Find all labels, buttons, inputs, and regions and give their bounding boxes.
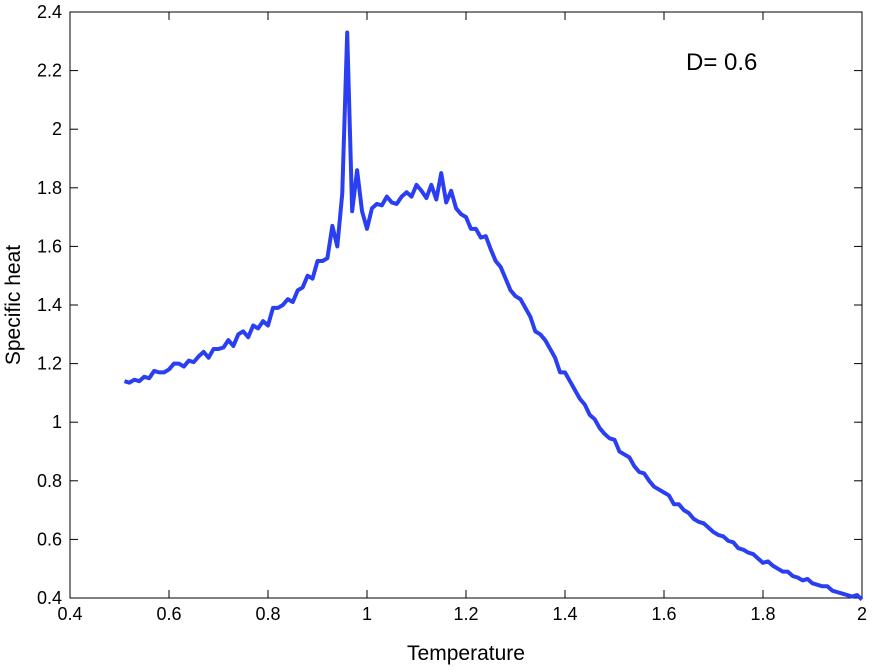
annotation: D= 0.6	[686, 49, 757, 76]
y-tick-label: 1.2	[37, 354, 62, 374]
x-tick-label: 0.8	[255, 604, 280, 624]
y-tick-label: 0.8	[37, 471, 62, 491]
y-tick-label: 1.4	[37, 295, 62, 315]
x-tick-label: 1.4	[552, 604, 577, 624]
y-tick-label: 2.2	[37, 61, 62, 81]
x-tick-label: 1	[362, 604, 372, 624]
y-tick-label: 2.4	[37, 2, 62, 22]
y-tick-label: 1	[52, 412, 62, 432]
x-tick-label: 1.2	[453, 604, 478, 624]
y-tick-label: 1.6	[37, 236, 62, 256]
y-tick-label: 0.4	[37, 588, 62, 608]
x-tick-label: 1.6	[651, 604, 676, 624]
y-axis-label: Specific heat	[2, 245, 25, 365]
x-tick-label: 0.4	[57, 604, 82, 624]
x-tick-label: 1.8	[750, 604, 775, 624]
y-tick-label: 0.6	[37, 529, 62, 549]
x-tick-label: 2	[857, 604, 867, 624]
x-axis-label: Temperature	[407, 642, 525, 665]
plot-frame	[69, 11, 863, 599]
data-line	[123, 30, 864, 601]
y-tick-label: 2	[52, 119, 62, 139]
y-tick-label: 1.8	[37, 178, 62, 198]
x-tick-label: 0.6	[156, 604, 181, 624]
